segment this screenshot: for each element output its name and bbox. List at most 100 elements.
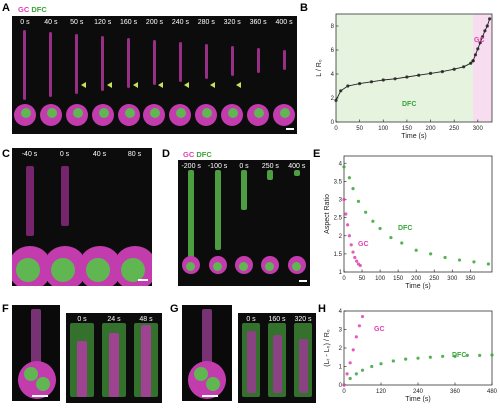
scale-bar (298, 280, 307, 282)
data-point-dfc (440, 70, 444, 74)
image-frame: 80 s (117, 148, 152, 286)
filament (127, 38, 131, 88)
panel-label-b: B (300, 2, 308, 14)
panel-f-overview-image (12, 305, 60, 401)
image-frame: 320 s (219, 16, 247, 134)
y-tick-label: 2.5 (334, 216, 343, 222)
data-point-gc (354, 335, 358, 339)
time-label: 50 s (70, 19, 84, 26)
data-point-dfc (378, 226, 382, 231)
filament (49, 32, 53, 97)
dfc-region (265, 262, 275, 271)
data-point-gc (360, 314, 365, 319)
data-point-gc (485, 24, 489, 28)
filament (152, 40, 156, 85)
y-tick-label: 3 (339, 328, 343, 334)
data-point-dfc (358, 82, 362, 86)
panel-label-e: E (313, 148, 321, 160)
data-point-dfc (417, 73, 421, 77)
image-frame: 160 s (115, 16, 143, 134)
data-point-dfc (428, 355, 432, 359)
y-tick-label: 1 (339, 270, 343, 276)
dfc-region (194, 367, 208, 381)
legend-gc: GC (18, 5, 30, 14)
data-point-dfc (389, 235, 393, 240)
data-point-dfc (354, 372, 358, 376)
image-frame: 0 s (47, 148, 83, 286)
filament (293, 170, 300, 176)
image-frame: 40 s (82, 148, 118, 286)
data-point-dfc (404, 357, 408, 361)
y-tick-label: 1 (339, 365, 343, 371)
data-point-gc (476, 47, 480, 51)
x-tick-label: 300 (447, 276, 458, 282)
time-label: 48 s (139, 316, 153, 323)
y-tick-label: 2 (339, 234, 343, 240)
series-label-gc: GC (358, 241, 369, 248)
data-point-dfc (416, 356, 420, 360)
filament (60, 166, 69, 226)
dfc-region (46, 108, 57, 118)
time-label: 0 s (59, 151, 70, 158)
series-label-dfc: DFC (452, 352, 466, 359)
arrow-marker (184, 82, 190, 88)
dfc-region (186, 262, 196, 271)
data-point-dfc (351, 187, 355, 191)
data-point-gc (357, 324, 362, 328)
chart-b-svg: 0 50 100 150 200 250 300 0 2 4 6 8 Time (s) L / R₀ DFC… (316, 13, 493, 140)
data-point-gc (342, 383, 346, 387)
data-point-dfc (339, 89, 343, 93)
scale-bar (32, 395, 48, 397)
legend-gc-d: GC (183, 150, 195, 159)
data-point-gc (480, 35, 485, 39)
panel-label-f: F (2, 303, 9, 315)
time-label: 40 s (92, 151, 107, 158)
time-label: 320 s (294, 316, 312, 323)
gc-filament (246, 331, 256, 393)
arrow-marker (106, 82, 112, 88)
y-tick-label: 4 (331, 72, 335, 78)
data-point-dfc (490, 353, 494, 357)
panel-label-d: D (162, 148, 170, 160)
filament (230, 46, 234, 76)
filament (240, 170, 247, 210)
time-label: 400 s (288, 163, 306, 170)
time-label: 0 s (20, 19, 30, 26)
data-point-dfc (360, 368, 365, 372)
y-tick-label: 6 (331, 48, 335, 54)
x-tick-label: 150 (393, 276, 404, 282)
data-point-gc (471, 59, 475, 63)
image-frame: -40 s (12, 148, 48, 286)
data-point-dfc (457, 258, 462, 262)
gc-filament (109, 333, 119, 397)
data-point-dfc (348, 376, 352, 381)
panel-g-image-strip: 0 s 160 s 320 s (238, 313, 316, 403)
y-tick-label: 2 (331, 96, 335, 102)
panel-label-h: H (318, 303, 326, 315)
filament (204, 44, 208, 79)
chart-h-svg: 0 120 240 360 480 0 1 2 3 4 Time (s) (Lₜ - L₀) / R₀… (324, 309, 498, 403)
time-label: 160 s (268, 316, 286, 323)
series-label-gc: GC (474, 37, 485, 44)
x-tick-label: 300 (473, 126, 484, 132)
data-point-gc (351, 250, 355, 254)
panel-label-a: A (2, 2, 10, 14)
x-axis-label: Time (s) (405, 283, 430, 290)
data-point-dfc (371, 219, 375, 223)
filament (25, 166, 34, 236)
series-label-gc: GC (374, 326, 385, 333)
data-point-gc (342, 197, 346, 202)
data-point-dfc (356, 199, 361, 203)
time-label: 0 s (239, 163, 249, 170)
dfc-region (15, 258, 40, 282)
dfc-region (72, 108, 83, 118)
dfc-region (150, 108, 161, 118)
x-tick-label: 150 (402, 126, 413, 132)
arrow-marker (132, 82, 138, 88)
data-point-gc (345, 372, 349, 376)
y-tick-label: 8 (331, 24, 335, 30)
y-axis-label: L / R₀ (316, 59, 323, 77)
time-label: 360 s (249, 19, 267, 26)
filament (101, 36, 105, 91)
image-frame: 50 s (63, 16, 91, 134)
